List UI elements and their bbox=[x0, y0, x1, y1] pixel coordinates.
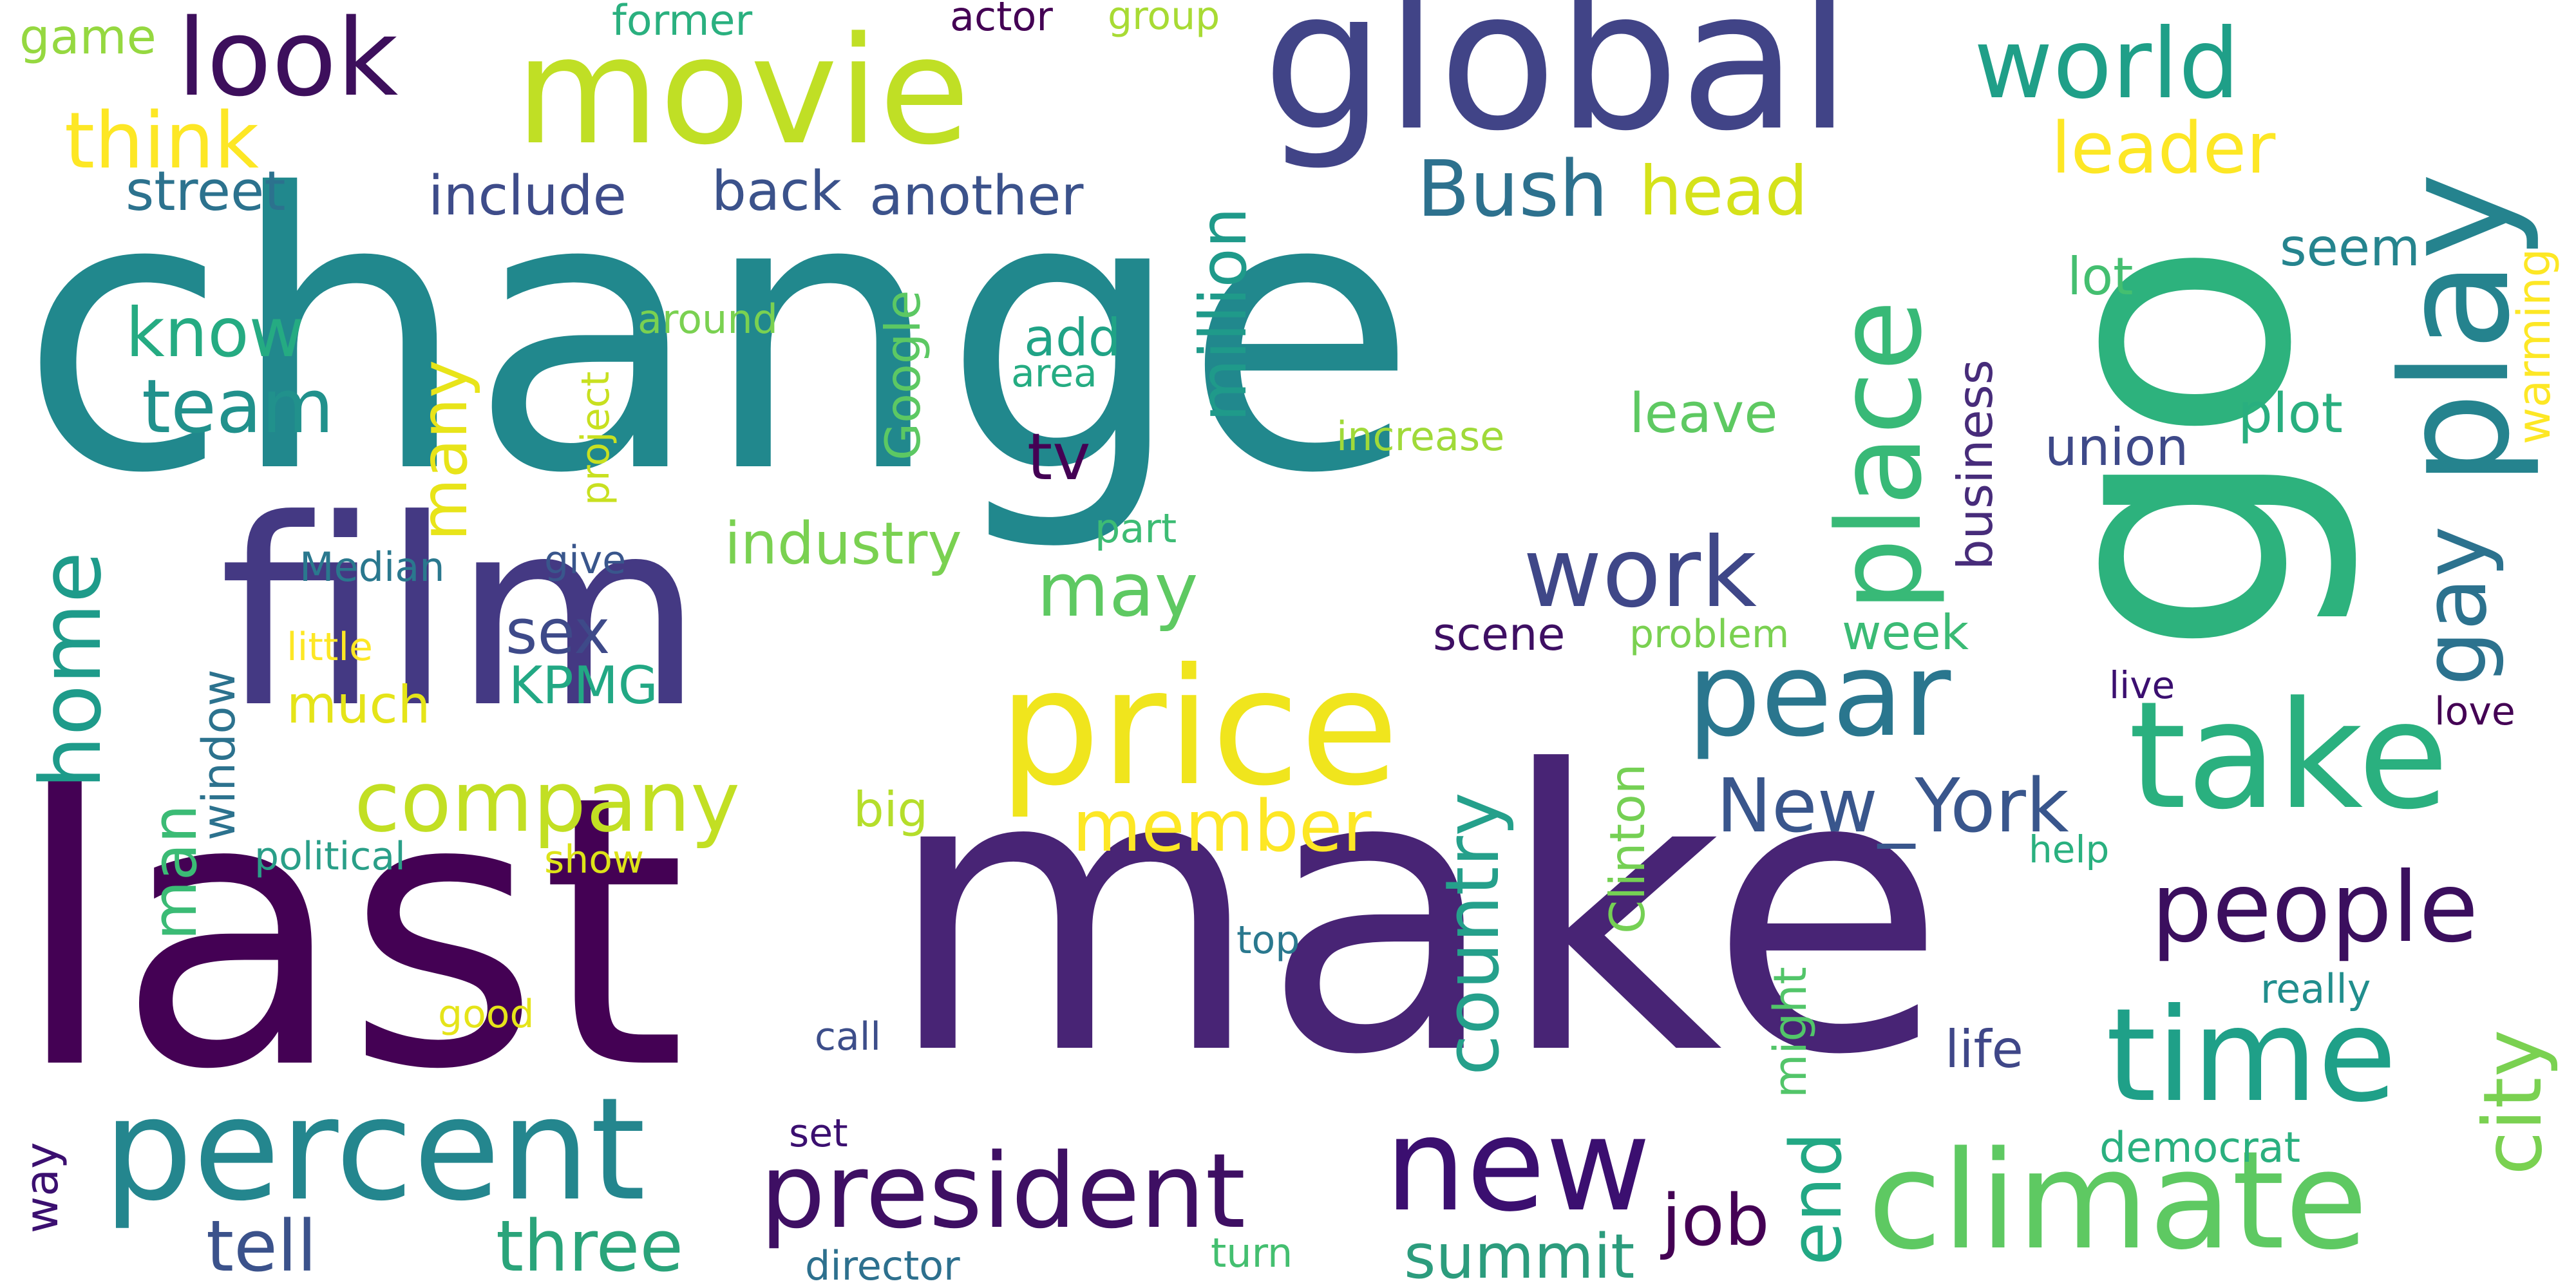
word-political: political bbox=[254, 834, 406, 879]
word-bush: Bush bbox=[1417, 145, 1608, 234]
word-google: Google bbox=[875, 290, 931, 460]
word-give: give bbox=[544, 538, 627, 583]
word-sex: sex bbox=[506, 597, 611, 668]
word-much: much bbox=[287, 675, 431, 735]
word-union: union bbox=[2045, 417, 2189, 477]
word-look: look bbox=[177, 0, 399, 120]
word-leave: leave bbox=[1629, 382, 1778, 446]
word-problem: problem bbox=[1629, 612, 1790, 657]
word-job: job bbox=[1662, 1179, 1770, 1262]
word-week: week bbox=[1842, 604, 1969, 661]
word-end: end bbox=[1775, 1132, 1857, 1265]
word-call: call bbox=[815, 1014, 882, 1059]
word-think: think bbox=[64, 97, 259, 186]
word-many: many bbox=[406, 359, 482, 541]
word-climate: climate bbox=[1868, 1122, 2368, 1280]
word-increase: increase bbox=[1336, 413, 1505, 460]
word-make: make bbox=[886, 689, 1947, 1139]
word-plot: plot bbox=[2238, 382, 2343, 446]
word-back: back bbox=[712, 160, 842, 223]
word-pear: pear bbox=[1687, 628, 1951, 762]
word-price: price bbox=[998, 634, 1399, 821]
word-head: head bbox=[1639, 152, 1808, 231]
word-home: home bbox=[22, 551, 120, 789]
word-another: another bbox=[869, 164, 1084, 228]
word-movie: movie bbox=[515, 6, 971, 178]
word-director: director bbox=[805, 1242, 960, 1288]
word-show: show bbox=[544, 837, 645, 882]
word-work: work bbox=[1523, 517, 1757, 629]
word-really: really bbox=[2260, 965, 2371, 1012]
word-president: president bbox=[760, 1131, 1246, 1251]
word-gay: gay bbox=[2405, 526, 2506, 686]
word-street: street bbox=[126, 160, 286, 223]
word-actor: actor bbox=[950, 0, 1053, 40]
word-window: window bbox=[193, 669, 245, 840]
word-may: may bbox=[1037, 547, 1198, 634]
word-change: change bbox=[19, 114, 1418, 556]
word-good: good bbox=[438, 992, 535, 1037]
word-help: help bbox=[2029, 828, 2110, 871]
word-world: world bbox=[1974, 8, 2240, 120]
word-new: new bbox=[1385, 1090, 1651, 1240]
word-country: country bbox=[1430, 792, 1516, 1075]
word-love: love bbox=[2434, 689, 2515, 734]
word-film: film bbox=[219, 465, 704, 764]
word-new-york: New_York bbox=[1716, 763, 2069, 849]
word-include: include bbox=[428, 164, 627, 228]
word-lot: lot bbox=[2067, 247, 2134, 307]
word-know: know bbox=[126, 294, 305, 372]
word-group: group bbox=[1108, 0, 1220, 39]
word-last: last bbox=[13, 716, 687, 1151]
word-way: way bbox=[15, 1142, 68, 1233]
word-seem: seem bbox=[2280, 218, 2421, 278]
word-top: top bbox=[1236, 918, 1300, 963]
word-area: area bbox=[1011, 351, 1097, 396]
word-scene: scene bbox=[1433, 608, 1566, 661]
word-time: time bbox=[2106, 981, 2397, 1131]
word-median: Median bbox=[299, 544, 445, 591]
word-company: company bbox=[354, 753, 741, 851]
word-business: business bbox=[1947, 359, 2003, 570]
word-add: add bbox=[1024, 308, 1121, 368]
word-member: member bbox=[1072, 785, 1372, 867]
word-life: life bbox=[1945, 1019, 2023, 1079]
word-big: big bbox=[853, 781, 929, 838]
word-kpmg: KPMG bbox=[509, 656, 658, 715]
word-tell: tell bbox=[206, 1205, 317, 1287]
word-three: three bbox=[496, 1205, 684, 1287]
word-live: live bbox=[2109, 663, 2175, 707]
word-warming: warming bbox=[2508, 248, 2561, 444]
word-former: former bbox=[612, 0, 753, 45]
word-people: people bbox=[2151, 852, 2479, 964]
word-little: little bbox=[287, 625, 373, 670]
word-million: million bbox=[1186, 207, 1261, 422]
word-global: global bbox=[1262, 0, 1852, 173]
word-summit: summit bbox=[1404, 1222, 1635, 1288]
word-project: project bbox=[573, 371, 618, 506]
word-city: city bbox=[2467, 1029, 2560, 1175]
word-democrat: democrat bbox=[2099, 1124, 2301, 1172]
word-place: place bbox=[1813, 299, 1947, 612]
word-clinton: Clinton bbox=[1599, 763, 1656, 934]
word-leader: leader bbox=[2051, 107, 2276, 189]
word-industry: industry bbox=[724, 510, 962, 578]
word-turn: turn bbox=[1211, 1229, 1293, 1276]
word-percent: percent bbox=[103, 1067, 646, 1232]
word-take: take bbox=[2128, 670, 2449, 842]
word-around: around bbox=[638, 296, 778, 343]
word-game: game bbox=[19, 8, 156, 65]
word-part: part bbox=[1095, 505, 1177, 552]
word-set: set bbox=[789, 1111, 848, 1156]
word-might: might bbox=[1764, 967, 1817, 1098]
word-tv: tv bbox=[1027, 419, 1091, 495]
word-team: team bbox=[142, 364, 334, 450]
